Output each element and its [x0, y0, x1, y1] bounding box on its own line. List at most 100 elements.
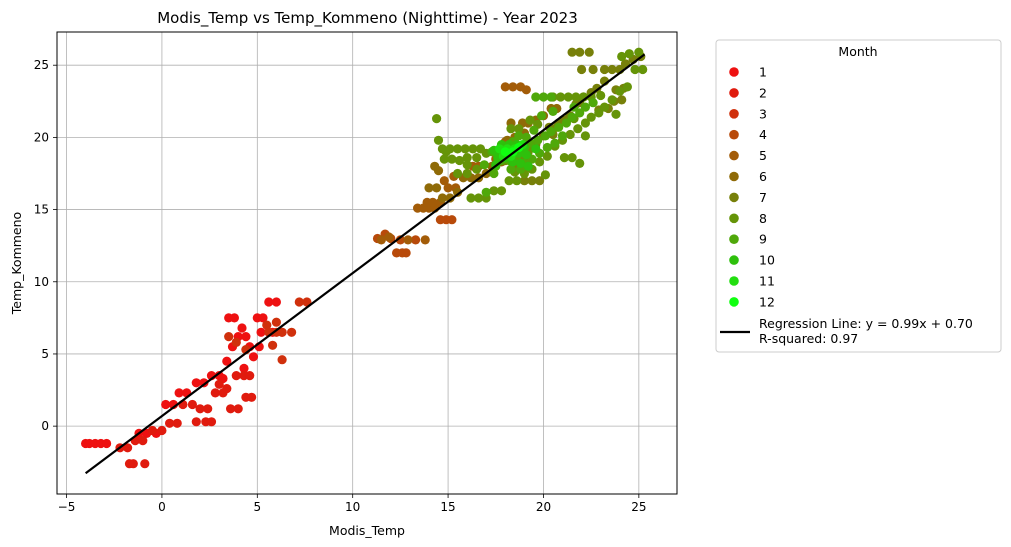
data-point-month-8	[439, 154, 449, 164]
x-tick-label: 5	[253, 500, 261, 514]
data-point-month-8	[514, 124, 524, 134]
y-tick-label: 20	[34, 130, 49, 144]
data-point-month-10	[516, 158, 526, 168]
data-point-month-9	[521, 132, 531, 142]
data-point-month-1	[248, 352, 259, 362]
legend-marker-month-3	[729, 109, 739, 119]
data-point-month-1	[264, 297, 274, 307]
data-point-month-8	[525, 115, 535, 125]
data-point-month-9	[546, 92, 556, 102]
data-point-month-1	[256, 327, 266, 337]
data-point-month-9	[567, 112, 577, 122]
x-tick-label: −5	[58, 500, 76, 514]
data-point-month-2	[124, 459, 135, 469]
data-point-month-3	[277, 355, 287, 365]
data-point-month-8	[559, 153, 570, 163]
data-point-month-6	[424, 183, 434, 193]
data-point-month-4	[411, 235, 421, 245]
data-point-month-2	[157, 425, 167, 436]
data-point-month-2	[140, 459, 150, 469]
data-point-month-8	[565, 129, 575, 140]
data-point-month-3	[231, 337, 241, 347]
legend-marker-month-1	[729, 67, 739, 77]
data-point-month-5	[439, 176, 449, 186]
data-point-month-9	[546, 127, 556, 137]
data-point-month-7	[519, 176, 530, 186]
data-point-month-8	[468, 144, 478, 154]
data-point-month-7	[575, 47, 585, 57]
data-point-month-8	[512, 176, 522, 186]
data-point-month-1	[271, 297, 281, 307]
data-point-month-9	[550, 138, 560, 148]
data-point-month-3	[294, 297, 304, 307]
data-point-month-8	[634, 47, 644, 57]
data-point-month-3	[277, 327, 287, 337]
data-point-month-3	[262, 320, 272, 330]
data-point-month-8	[542, 151, 552, 161]
legend-marker-month-9	[729, 234, 739, 244]
data-point-month-2	[123, 443, 133, 453]
data-point-month-8	[454, 155, 465, 166]
data-point-month-6	[453, 187, 463, 197]
data-point-month-9	[538, 92, 549, 102]
data-point-month-8	[630, 64, 640, 75]
data-point-month-2	[245, 371, 255, 381]
data-point-month-8	[624, 49, 634, 59]
data-point-month-9	[548, 106, 558, 116]
data-point-month-5	[384, 232, 394, 242]
data-point-month-3	[302, 297, 312, 307]
data-point-month-1	[229, 313, 239, 323]
data-point-month-8	[638, 64, 648, 75]
data-point-month-8	[472, 164, 482, 174]
data-point-month-1	[237, 323, 247, 333]
data-point-month-5	[521, 85, 531, 95]
y-tick-label: 15	[34, 203, 49, 217]
data-point-month-5	[376, 235, 386, 245]
legend-label-month-1: 1	[759, 65, 767, 80]
legend-box	[715, 39, 1002, 353]
data-point-month-8	[571, 92, 581, 102]
data-point-month-4	[447, 215, 457, 225]
data-point-month-8	[504, 176, 514, 186]
data-point-month-7	[535, 176, 545, 186]
data-point-month-9	[514, 131, 524, 141]
data-point-month-8	[489, 186, 499, 196]
data-point-month-12	[500, 147, 510, 157]
data-point-month-4	[395, 235, 405, 245]
data-point-month-8	[622, 82, 633, 92]
data-point-month-8	[441, 147, 451, 157]
legend-label-month-10: 10	[759, 253, 775, 268]
data-point-month-8	[462, 160, 472, 170]
data-point-month-8	[586, 112, 596, 122]
data-point-month-9	[506, 164, 516, 174]
legend-regression-label: Regression Line: y = 0.99x + 0.70	[759, 316, 973, 331]
data-point-month-6	[432, 183, 442, 193]
data-point-month-3	[287, 327, 297, 337]
data-point-month-9	[489, 168, 499, 179]
data-point-month-7	[577, 64, 587, 75]
data-point-month-5	[428, 197, 438, 207]
data-point-month-10	[521, 150, 531, 160]
legend-marker-month-5	[729, 150, 739, 161]
data-point-month-9	[580, 102, 591, 112]
data-point-month-4	[401, 248, 411, 258]
legend-label-month-12: 12	[759, 294, 775, 309]
data-point-month-8	[506, 124, 516, 134]
data-point-month-8	[567, 153, 577, 163]
data-point-month-2	[210, 388, 220, 398]
data-point-month-8	[615, 86, 625, 96]
x-tick-label: 25	[631, 500, 646, 514]
data-point-month-1	[102, 438, 112, 449]
regression-line-layer	[84, 53, 646, 475]
data-point-month-9	[537, 111, 547, 121]
data-point-month-9	[554, 122, 564, 132]
grid-lines	[57, 32, 677, 494]
legend-label-month-7: 7	[759, 190, 767, 205]
regression-line	[84, 53, 646, 475]
data-point-month-2	[247, 392, 257, 402]
data-point-month-8	[466, 193, 476, 203]
data-point-month-5	[508, 82, 518, 92]
x-axis-title: Modis_Temp	[329, 523, 405, 538]
data-point-month-9	[542, 142, 552, 153]
